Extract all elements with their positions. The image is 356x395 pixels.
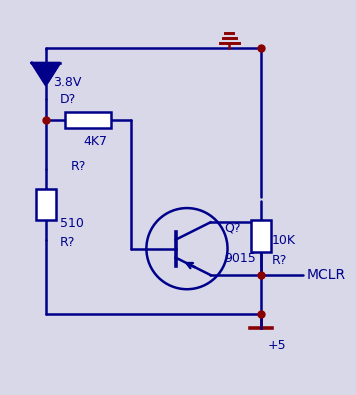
Text: 9015: 9015: [224, 252, 256, 265]
Text: R?: R?: [70, 160, 86, 173]
FancyBboxPatch shape: [251, 220, 271, 252]
Text: R?: R?: [60, 236, 75, 249]
Text: Q?: Q?: [224, 222, 241, 235]
Text: 510: 510: [60, 217, 84, 230]
Polygon shape: [32, 63, 60, 85]
Text: +5: +5: [268, 339, 287, 352]
Text: 4K7: 4K7: [83, 135, 107, 148]
Text: 10K: 10K: [272, 235, 295, 247]
FancyBboxPatch shape: [65, 112, 111, 128]
Text: R?: R?: [272, 254, 287, 267]
Text: 3.8V: 3.8V: [53, 76, 81, 89]
FancyBboxPatch shape: [36, 189, 56, 220]
Text: D?: D?: [60, 94, 76, 106]
Text: MCLR: MCLR: [307, 268, 346, 282]
